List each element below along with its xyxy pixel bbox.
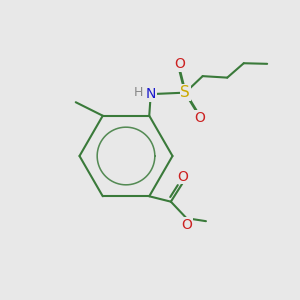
Text: H: H: [134, 86, 143, 99]
Text: O: O: [194, 111, 205, 125]
Text: O: O: [177, 170, 188, 184]
Text: O: O: [182, 218, 193, 232]
Text: O: O: [174, 57, 185, 71]
Text: N: N: [146, 87, 156, 101]
Text: S: S: [180, 85, 190, 100]
